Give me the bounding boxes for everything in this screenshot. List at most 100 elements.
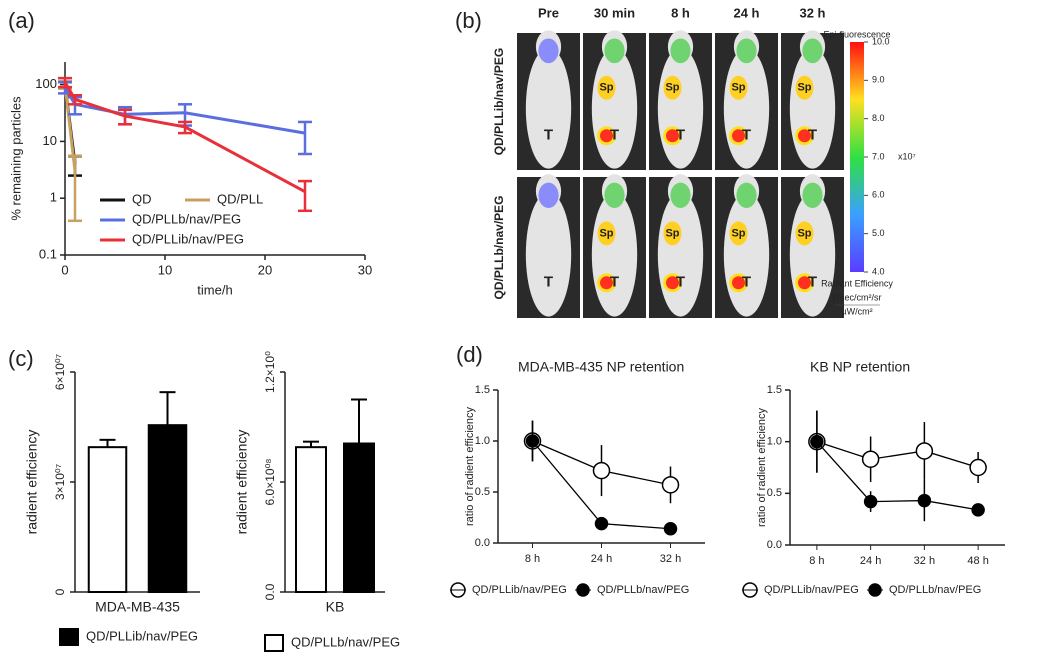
marker (861, 450, 880, 468)
legend-label: QD (132, 191, 152, 206)
signal (538, 182, 559, 209)
colorbar-tick-label: 6.0 (872, 190, 885, 200)
image-annotation: T (742, 274, 751, 291)
chart-title: KB NP retention (810, 359, 910, 375)
legend-label: QD/PLLb/nav/PEG (597, 584, 689, 596)
image-annotation: Sp (665, 82, 679, 94)
mouse-body (525, 192, 572, 317)
signal (597, 221, 616, 246)
panel-label: (b) (455, 8, 482, 33)
image-annotation: T (544, 127, 553, 144)
legend-swatch (59, 628, 79, 646)
image-annotation: Sp (731, 227, 745, 239)
row-label: QD/PLLb/nav/PEG (492, 195, 506, 299)
legend-label: QD/PLLib/nav/PEG (472, 584, 567, 596)
colorbar-unit: µW/cm² (841, 306, 872, 316)
legend-label: QD/PLLib/nav/PEG (132, 231, 244, 246)
x-tick-label: 0 (61, 262, 68, 277)
column-label: Pre (538, 5, 559, 20)
signal (736, 182, 757, 209)
column-label: 24 h (733, 5, 759, 20)
signal (670, 182, 691, 209)
marker (594, 516, 609, 531)
signal (729, 273, 748, 293)
image-annotation: Sp (797, 82, 811, 94)
y-tick-label: 0.0 (475, 537, 490, 549)
x-tick-label: 20 (258, 262, 272, 277)
signal (663, 126, 682, 146)
image-annotation: Sp (731, 82, 745, 94)
row-label: QD/PLLib/nav/PEG (492, 48, 506, 155)
y-axis-label: radient efficiency (24, 430, 40, 535)
image-annotation: Sp (665, 227, 679, 239)
legend-label: QD/PLL (217, 191, 263, 206)
signal (795, 221, 814, 246)
colorbar-tick-label: 8.0 (872, 113, 885, 123)
image-annotation: T (808, 127, 817, 144)
y-tick-label: 1 (50, 190, 57, 205)
column-label: 8 h (671, 5, 690, 20)
marker (661, 476, 680, 494)
y-tick-label: 0 (53, 588, 67, 595)
signal (538, 38, 559, 64)
signal (795, 126, 814, 146)
legend-label: QD/PLLib/nav/PEG (764, 584, 859, 596)
y-tick-label: 1.0 (475, 435, 490, 447)
x-tick-label: 30 (358, 262, 372, 277)
colorbar-tick-label: 4.0 (872, 266, 885, 276)
colorbar-multiplier: x10⁷ (898, 151, 916, 161)
colorbar-tick-label: 9.0 (872, 75, 885, 85)
y-axis-label: % remaining particles (8, 96, 23, 221)
bar (87, 446, 128, 593)
y-tick-label: 10 (43, 133, 57, 148)
line (63, 81, 306, 194)
image-annotation: T (676, 274, 685, 291)
x-tick-label: 32 h (660, 553, 681, 565)
mouse-body (657, 192, 704, 317)
signal (802, 182, 823, 209)
signal (597, 273, 616, 293)
legend-label: QD/PLLb/nav/PEG (132, 211, 241, 226)
bar (295, 446, 327, 593)
image-annotation: Sp (599, 227, 613, 239)
signal (729, 75, 748, 100)
mouse-body (591, 48, 638, 169)
signal (802, 38, 823, 64)
y-tick-label: 1.5 (767, 384, 782, 396)
mouse-body (789, 48, 836, 169)
x-tick-label: 24 h (860, 555, 881, 567)
signal (597, 75, 616, 100)
signal (729, 126, 748, 146)
signal (604, 182, 625, 209)
y-tick-label: 0.0 (263, 583, 277, 600)
y-tick-label: 3×10⁰⁷ (53, 464, 67, 500)
marker (592, 461, 611, 480)
bar (343, 442, 375, 593)
y-tick-label: 6.0×10⁰⁸ (263, 459, 277, 506)
signal (795, 273, 814, 293)
mouse-body (723, 192, 770, 317)
chart-title: MDA-MB-435 NP retention (518, 359, 684, 375)
signal (663, 273, 682, 293)
y-tick-label: 0.0 (767, 539, 782, 551)
image-annotation: Sp (599, 82, 613, 94)
colorbar-tick-label: 5.0 (872, 228, 885, 238)
image-annotation: T (610, 127, 619, 144)
y-tick-label: 100 (35, 76, 57, 91)
mouse-body (723, 48, 770, 169)
marker (663, 521, 678, 536)
signal (663, 75, 682, 100)
y-tick-label: 0.5 (475, 486, 490, 498)
x-tick-label: KB (326, 599, 345, 615)
image-annotation: T (544, 274, 553, 291)
y-axis-label: radient efficiency (234, 430, 250, 535)
signal (663, 221, 682, 246)
x-tick-label: 10 (158, 262, 172, 277)
marker (969, 458, 987, 477)
signal (729, 221, 748, 246)
signal (597, 126, 616, 146)
x-tick-label: 8 h (809, 555, 824, 567)
x-tick-label: MDA-MB-435 (95, 599, 180, 615)
column-label: 30 min (594, 5, 635, 20)
